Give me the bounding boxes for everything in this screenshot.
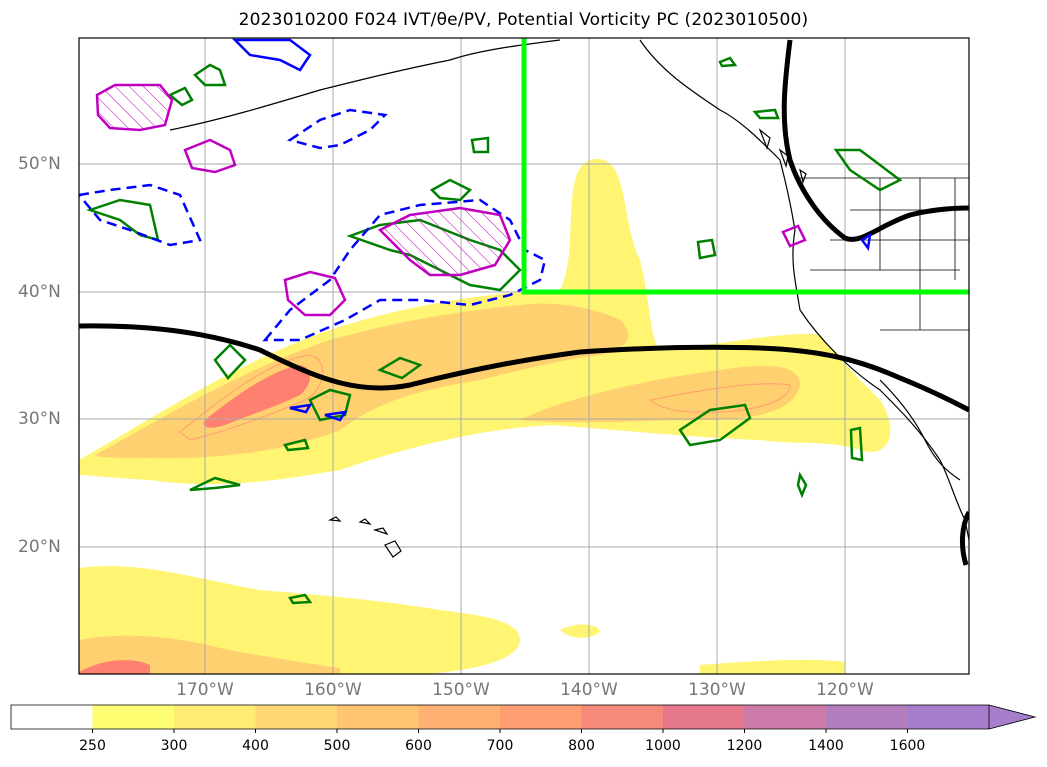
- lat-label-30n: 30°N: [18, 409, 61, 429]
- colorbar-segment: [92, 705, 174, 729]
- lon-label-140w: 140°W: [560, 680, 618, 700]
- colorbar-label: 600: [405, 738, 432, 754]
- colorbar-label: 800: [568, 738, 595, 754]
- colorbar-label: 1000: [645, 738, 681, 754]
- pv-magenta-cell-5: [781, 224, 807, 248]
- colorbar-segment: [255, 705, 337, 729]
- political-borders: [800, 177, 969, 331]
- pv-blue-contours: [79, 38, 872, 422]
- pv-blue-dashed-north: [287, 108, 388, 150]
- lon-label-130w: 130°W: [688, 680, 746, 700]
- pv-magenta-cell-1: [95, 83, 174, 132]
- pv-blue-dashed-west: [79, 183, 202, 247]
- colorbar-label: 700: [486, 738, 514, 754]
- lon-label-170w: 170°W: [176, 680, 234, 700]
- plot-title: 2023010200 F024 IVT/θe/PV, Potential Vor…: [238, 10, 809, 30]
- colorbar-label: 1400: [808, 738, 844, 754]
- jet-line-southeast: [959, 510, 969, 566]
- colorbar-segment: [826, 705, 908, 729]
- jet-line-main: [79, 323, 969, 413]
- jet-lines: [79, 39, 969, 566]
- colorbar-label: 400: [242, 738, 269, 754]
- colorbar-segment: [907, 705, 989, 729]
- hawaii-islands: [327, 516, 402, 558]
- aleutian-islands: [169, 39, 561, 131]
- pv-magenta-cell-2: [183, 138, 237, 174]
- colorbar-segment: [337, 705, 419, 729]
- pv-magenta-cell-3: [377, 206, 512, 277]
- coastlines: [169, 39, 969, 558]
- ivt-core: [203, 365, 311, 428]
- colorbar-label: 250: [79, 738, 106, 754]
- ivt-band-south-core: [79, 660, 150, 674]
- colorbar-label: 1600: [889, 738, 926, 754]
- colorbar-segment: [418, 705, 500, 729]
- ivt-band-north-mid: [95, 303, 800, 459]
- lon-label-160w: 160°W: [304, 680, 362, 700]
- region-box: [521, 38, 969, 295]
- colorbar-label: 500: [323, 738, 351, 754]
- colorbar-label: 1200: [726, 738, 763, 754]
- lat-label-40n: 40°N: [18, 282, 61, 302]
- colorbar-segment: [744, 705, 826, 729]
- colorbar-extend-max: [988, 704, 1037, 730]
- north-america-coast: [639, 39, 969, 541]
- jet-line-north: [781, 39, 969, 242]
- pv-magenta-contours: [95, 83, 807, 317]
- colorbar-label: 300: [160, 738, 188, 754]
- colorbar-segment: [500, 705, 582, 729]
- pv-blue-dashed-central: [262, 198, 547, 342]
- colorbar: [10, 704, 1037, 733]
- colorbar-segment: [663, 705, 745, 729]
- lat-label-50n: 50°N: [18, 154, 61, 174]
- pv-magenta-cell-4: [283, 270, 347, 317]
- ivt-band-south: [79, 566, 845, 674]
- ivt-shading: [79, 159, 891, 674]
- colorbar-segment: [174, 705, 256, 729]
- lat-label-20n: 20°N: [18, 537, 61, 557]
- baja-california: [879, 379, 961, 481]
- map-frame: [78, 37, 970, 675]
- lon-label-120w: 120°W: [816, 680, 874, 700]
- colorbar-segment: [581, 705, 663, 729]
- lon-label-150w: 150°W: [432, 680, 490, 700]
- colorbar-segment: [11, 705, 93, 729]
